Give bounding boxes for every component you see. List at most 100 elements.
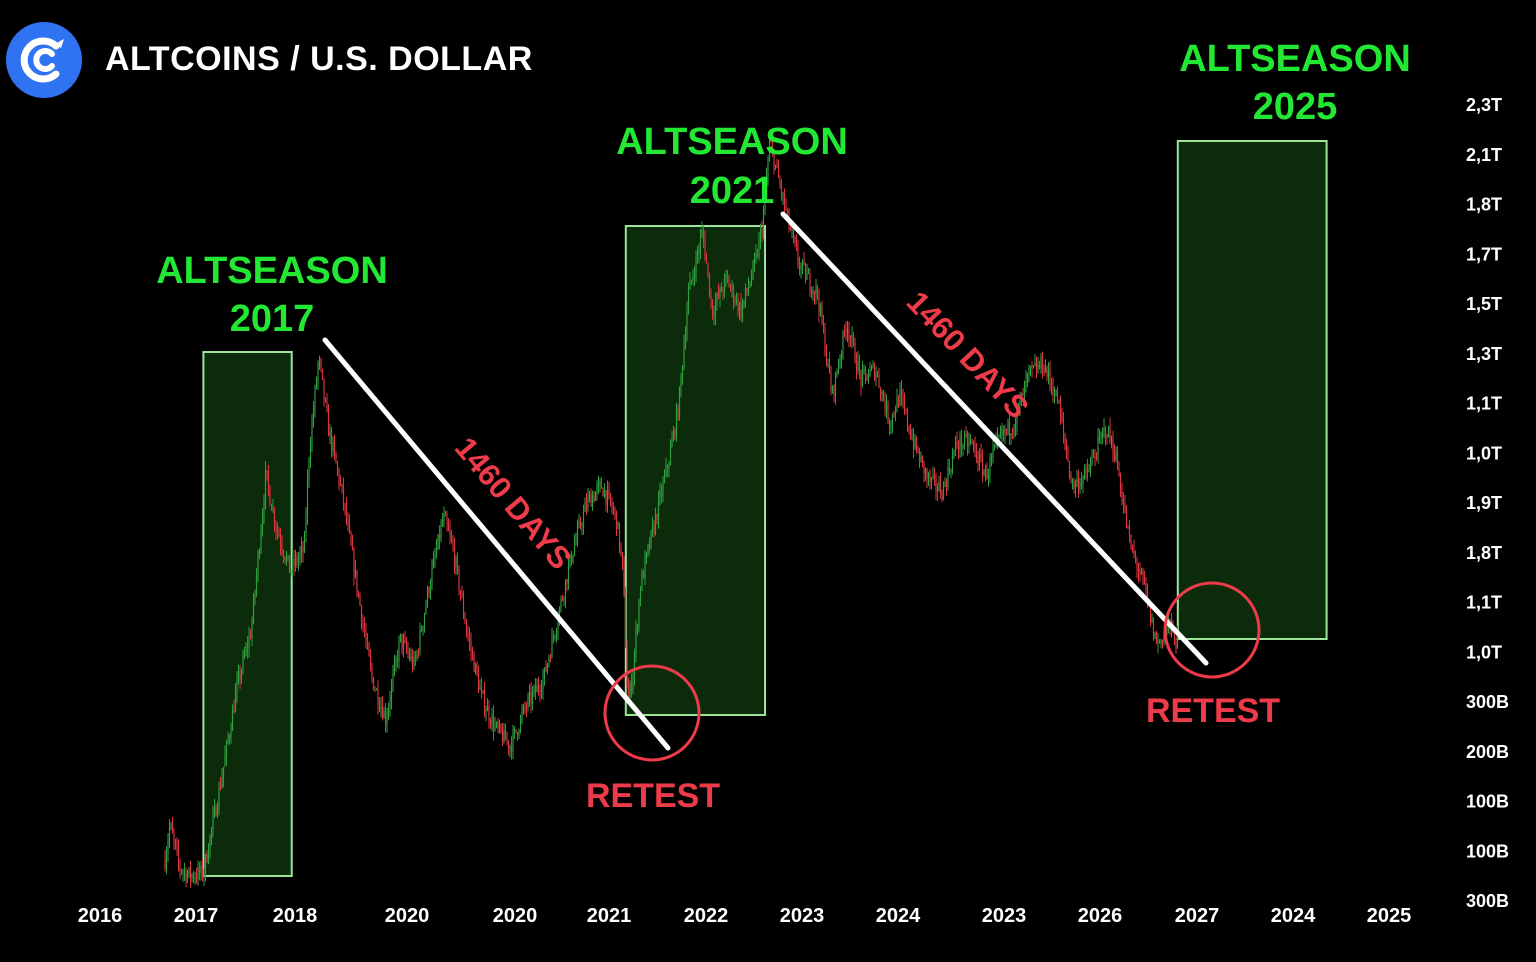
candle-body bbox=[335, 452, 337, 464]
candle-body bbox=[246, 646, 249, 649]
candle-body bbox=[393, 662, 396, 674]
candle-body bbox=[323, 378, 325, 400]
candle-body bbox=[980, 453, 982, 459]
altseason-year: 2025 bbox=[1253, 86, 1338, 128]
candle-body bbox=[971, 440, 973, 442]
candle-body bbox=[258, 551, 261, 554]
candle-body bbox=[557, 621, 559, 631]
candle-body bbox=[737, 297, 739, 312]
candle-body bbox=[632, 675, 634, 691]
candle-body bbox=[186, 873, 189, 882]
candle-body bbox=[701, 230, 703, 237]
candle-body bbox=[764, 188, 766, 209]
candle-body bbox=[365, 633, 367, 641]
candle-body bbox=[650, 530, 652, 548]
candle-body bbox=[254, 591, 256, 599]
candle-body bbox=[315, 380, 318, 388]
candle-body bbox=[678, 387, 681, 419]
candle-body bbox=[860, 370, 862, 386]
candle-body bbox=[594, 492, 597, 501]
y-tick-label: 300B bbox=[1466, 891, 1509, 911]
candle-body bbox=[408, 653, 411, 659]
candle-body bbox=[645, 552, 648, 558]
candle-body bbox=[1025, 380, 1027, 383]
candle-body bbox=[1079, 481, 1081, 490]
candle-body bbox=[396, 658, 399, 661]
candle-body bbox=[183, 870, 186, 872]
y-tick-label: 1,8T bbox=[1466, 543, 1502, 563]
candle-body bbox=[1151, 618, 1153, 623]
candle-body bbox=[1064, 433, 1066, 444]
candle-body bbox=[1080, 481, 1083, 485]
candle-body bbox=[935, 476, 937, 490]
candle-body bbox=[198, 866, 201, 874]
candle-body bbox=[776, 164, 778, 167]
candle-body bbox=[953, 451, 955, 456]
candle-body bbox=[401, 633, 403, 649]
chart-title: ALTCOINS / U.S. DOLLAR bbox=[105, 40, 533, 78]
candle-body bbox=[906, 411, 909, 427]
candle-body bbox=[894, 411, 897, 415]
candle-body bbox=[171, 824, 174, 834]
candle-body bbox=[1095, 457, 1098, 459]
candle-body bbox=[324, 399, 327, 401]
candle-body bbox=[522, 705, 525, 713]
candle-body bbox=[251, 622, 253, 639]
candle-body bbox=[1001, 428, 1003, 435]
candle-body bbox=[405, 641, 408, 650]
candle-body bbox=[797, 248, 799, 264]
candle-body bbox=[932, 475, 934, 478]
candle-body bbox=[533, 686, 535, 693]
y-tick-label: 1,1T bbox=[1466, 394, 1502, 414]
candle-body bbox=[492, 715, 495, 731]
candle-body bbox=[240, 670, 243, 680]
candle-body bbox=[453, 546, 456, 568]
y-tick-label: 300B bbox=[1466, 692, 1509, 712]
candle-body bbox=[758, 238, 760, 257]
candle-body bbox=[1017, 405, 1020, 408]
candle-body bbox=[803, 261, 805, 264]
candle-body bbox=[473, 653, 475, 672]
candle-body bbox=[284, 556, 286, 561]
candle-body bbox=[576, 526, 579, 540]
candle-body bbox=[839, 358, 841, 367]
candle-body bbox=[509, 746, 511, 749]
candle-body bbox=[351, 544, 354, 551]
candle-body bbox=[792, 229, 795, 238]
candle-body bbox=[944, 482, 946, 485]
y-tick-label: 1,9T bbox=[1466, 493, 1502, 513]
candle-body bbox=[1013, 430, 1015, 434]
candle-body bbox=[503, 729, 505, 743]
candle-body bbox=[1125, 509, 1128, 527]
candle-body bbox=[989, 458, 991, 474]
candle-body bbox=[986, 468, 988, 479]
candle-body bbox=[638, 599, 640, 627]
candle-body bbox=[954, 441, 957, 452]
candle-body bbox=[581, 526, 583, 528]
candle-body bbox=[534, 686, 537, 693]
candle-body bbox=[524, 705, 526, 708]
candle-body bbox=[611, 502, 613, 509]
candle-body bbox=[434, 555, 436, 559]
candle-body bbox=[1068, 461, 1071, 477]
candle-body bbox=[809, 272, 811, 291]
candle-body bbox=[728, 278, 730, 288]
candle-body bbox=[1121, 491, 1123, 502]
candle-body bbox=[795, 241, 798, 249]
candle-body bbox=[834, 372, 837, 396]
candle-body bbox=[609, 493, 612, 503]
candle-body bbox=[977, 459, 979, 465]
candle-body bbox=[206, 854, 208, 862]
candle-body bbox=[308, 459, 310, 480]
candle-body bbox=[465, 623, 468, 632]
candle-body bbox=[866, 373, 868, 381]
candle-body bbox=[633, 653, 636, 676]
candle-body bbox=[672, 430, 675, 440]
candle-body bbox=[590, 494, 592, 507]
candle-body bbox=[846, 329, 849, 333]
candle-body bbox=[558, 607, 561, 622]
candle-body bbox=[561, 598, 564, 600]
candle-body bbox=[252, 598, 255, 623]
candle-body bbox=[566, 579, 568, 584]
candle-body bbox=[1091, 457, 1093, 464]
